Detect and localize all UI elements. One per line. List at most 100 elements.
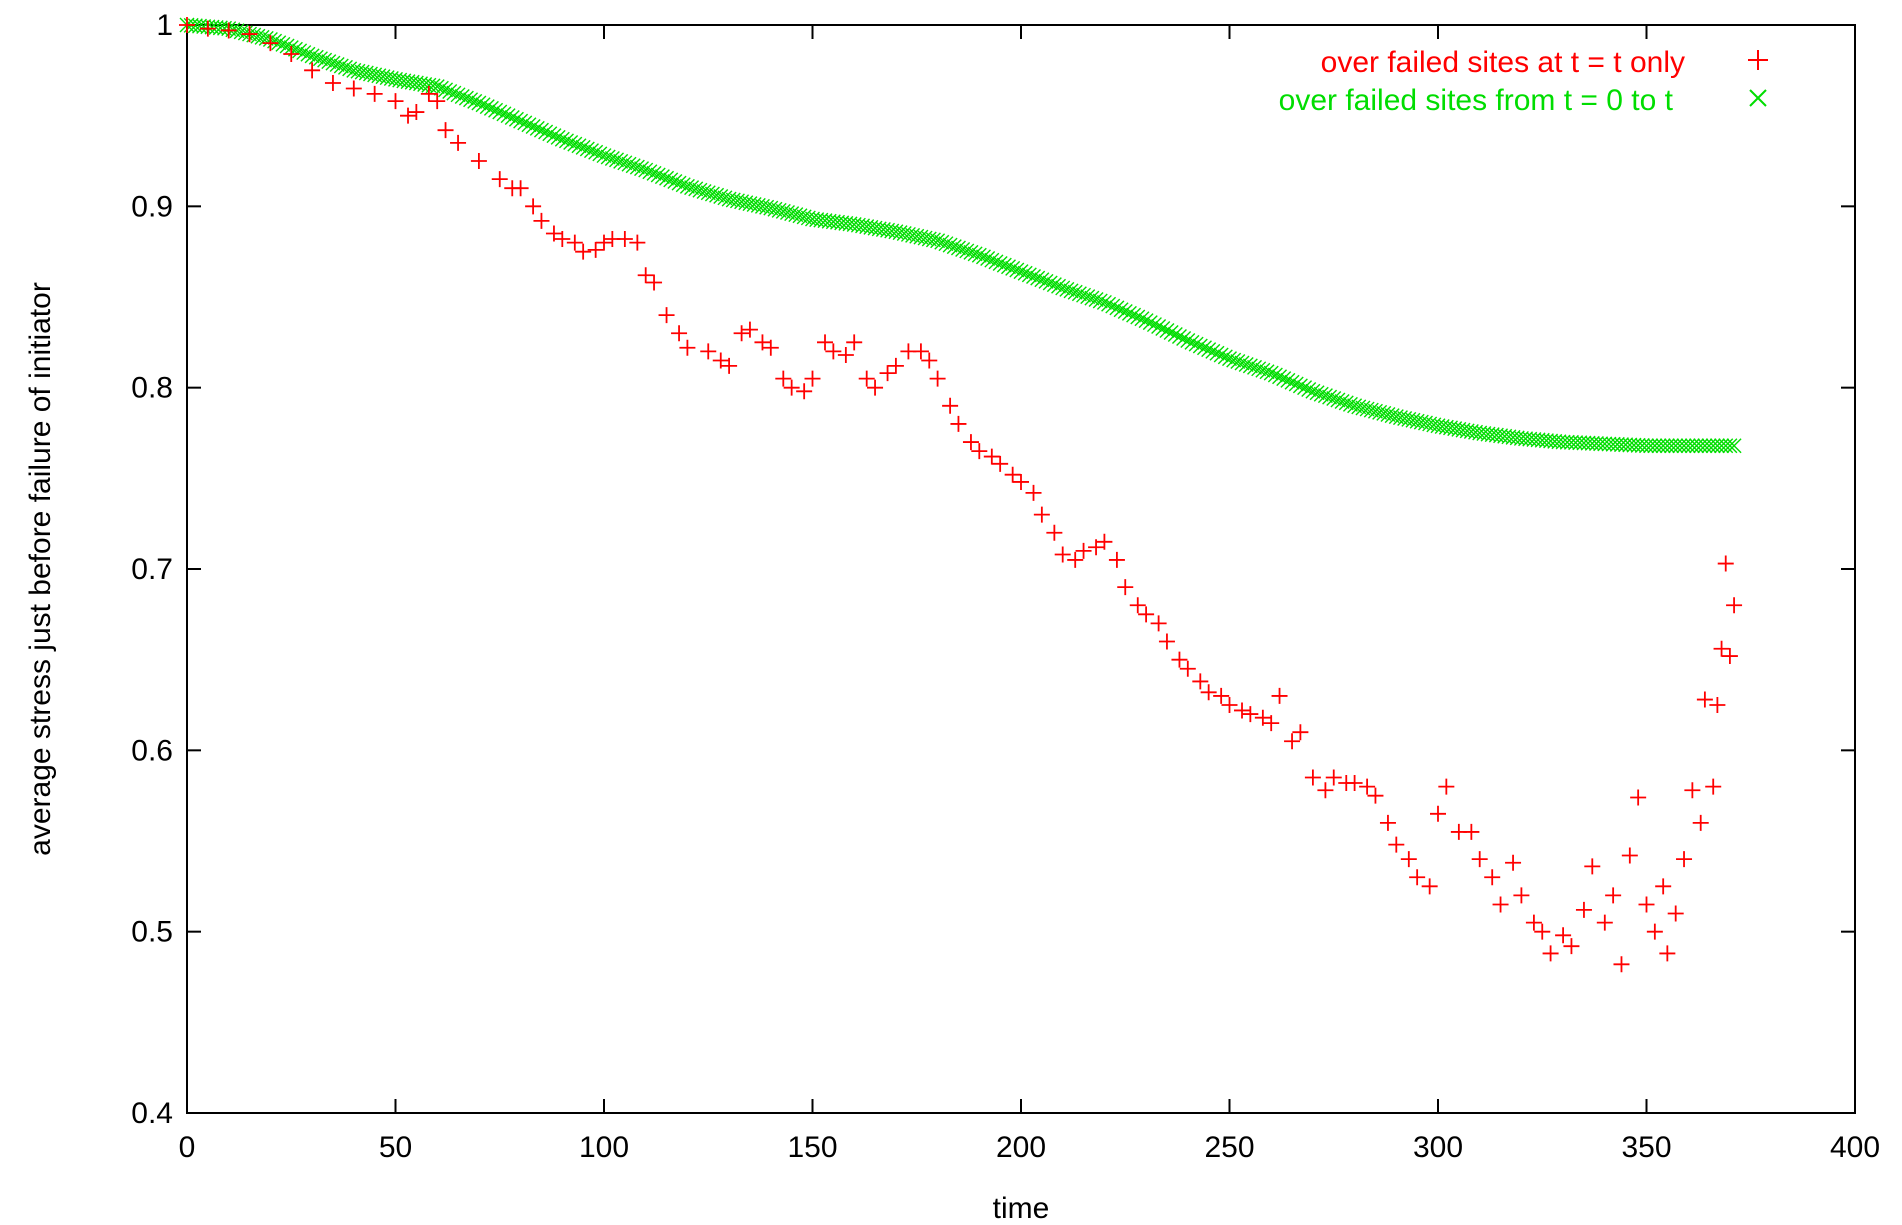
instant-point (1575, 901, 1592, 918)
cumulative-point (233, 24, 249, 40)
cumulative-point (1188, 336, 1204, 352)
instant-point (1096, 533, 1113, 550)
cumulative-point (659, 170, 675, 186)
cumulative-point (759, 199, 775, 215)
instant-point (679, 339, 696, 356)
cumulative-point (1113, 302, 1129, 318)
cumulative-point (458, 90, 474, 106)
instant-point (1117, 579, 1134, 596)
cumulative-point (646, 165, 662, 181)
cumulative-point (700, 185, 716, 201)
cumulative-point (483, 100, 499, 116)
cumulative-point (1330, 392, 1346, 408)
cumulative-point (684, 180, 700, 196)
instant-point (796, 383, 813, 400)
cumulative-point (1709, 438, 1725, 454)
cumulative-point (1322, 389, 1338, 405)
cumulative-point (638, 162, 654, 178)
instant-point (1705, 778, 1722, 795)
instant-point (1484, 869, 1501, 886)
cumulative-point (1067, 284, 1083, 300)
cumulative-point (1651, 438, 1667, 454)
y-tick-label: 0.6 (131, 734, 173, 767)
x-tick-label: 0 (179, 1131, 196, 1164)
cumulative-point (784, 206, 800, 222)
instant-point (1409, 869, 1426, 886)
instant-point (754, 334, 771, 351)
instant-point (241, 26, 258, 43)
cumulative-point (650, 167, 666, 183)
cumulative-point (471, 95, 487, 111)
instant-point (1726, 597, 1743, 614)
instant-point (983, 448, 1000, 465)
instant-point (1129, 597, 1146, 614)
instant-point (262, 35, 279, 52)
cumulative-point (1159, 323, 1175, 339)
y-tick-label: 0.4 (131, 1097, 173, 1130)
instant-point (671, 325, 688, 342)
instant-point (429, 93, 446, 110)
instant-point (1158, 633, 1175, 650)
instant-point (554, 230, 571, 247)
instant-point (1655, 878, 1672, 895)
cumulative-point (609, 152, 625, 168)
instant-point (1213, 687, 1230, 704)
instant-point (1696, 691, 1713, 708)
cumulative-point (1213, 347, 1229, 363)
cumulative-point (1655, 438, 1671, 454)
instant-point (283, 46, 300, 63)
cumulative-point (317, 52, 333, 68)
instant-point (637, 267, 654, 284)
cumulative-point (1196, 340, 1212, 356)
cumulative-point (442, 84, 458, 100)
instant-point (629, 234, 646, 251)
cumulative-point (1096, 294, 1112, 310)
cumulative-point (575, 139, 591, 155)
instant-point (867, 379, 884, 396)
cumulative-point (1659, 438, 1675, 454)
instant-point (825, 343, 842, 360)
instant-point (1263, 715, 1280, 732)
legend: over failed sites at t = t only over fai… (1279, 46, 1768, 117)
cumulative-point (504, 109, 520, 125)
cumulative-point (930, 233, 946, 249)
instant-point (1242, 706, 1259, 723)
cumulative-point (1680, 438, 1696, 454)
instant-point (1359, 778, 1376, 795)
cumulative-point (980, 251, 996, 267)
cumulative-point (450, 87, 466, 103)
instant-point (962, 434, 979, 451)
instant-point (658, 307, 675, 324)
instant-point (179, 17, 195, 33)
instant-point (1563, 938, 1580, 955)
cumulative-point (500, 108, 516, 124)
x-axis-ticks: 0 50 100 150 200 250 300 350 400 (179, 25, 1880, 1164)
cumulative-point (996, 257, 1012, 273)
series-instant-markers (179, 17, 1743, 973)
cumulative-point (1363, 402, 1379, 418)
cumulative-point (583, 143, 599, 159)
instant-point (470, 153, 487, 169)
instant-point (545, 225, 562, 242)
cumulative-point (767, 201, 783, 217)
instant-point (420, 85, 437, 102)
instant-point (1138, 606, 1155, 623)
instant-point (992, 455, 1009, 472)
cumulative-point (1718, 438, 1734, 454)
instant-point (1192, 673, 1209, 690)
cumulative-point (1689, 438, 1705, 454)
cumulative-point (1259, 364, 1275, 380)
instant-point (1304, 769, 1321, 786)
cumulative-point (942, 237, 958, 253)
cumulative-point (1046, 277, 1062, 293)
instant-point (1584, 858, 1601, 875)
cumulative-point (538, 124, 554, 140)
cumulative-point (925, 232, 941, 248)
cumulative-point (1080, 289, 1096, 305)
x-tick-label: 150 (787, 1131, 837, 1164)
cumulative-point (679, 178, 695, 194)
x-axis-label: time (993, 1192, 1050, 1225)
cumulative-point (984, 252, 1000, 268)
cumulative-point (567, 136, 583, 152)
instant-point (1379, 814, 1396, 831)
